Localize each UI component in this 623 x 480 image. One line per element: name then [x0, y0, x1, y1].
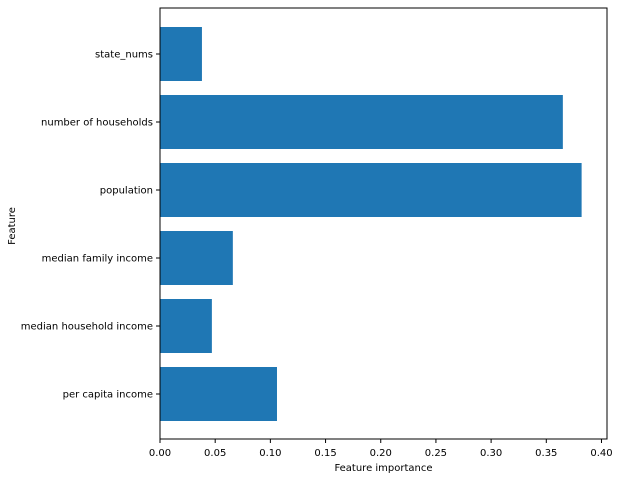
plot-frame: [159, 7, 608, 440]
y-tick-label: number of households: [41, 118, 153, 129]
x-tick-label: 0.05: [204, 448, 226, 459]
x-tick-label: 0.40: [590, 448, 612, 459]
y-tick-label: state_nums: [95, 50, 153, 61]
bar-population: [160, 163, 582, 217]
bar-state-nums: [160, 27, 202, 81]
bar-median-household-income: [160, 299, 212, 353]
bars-group: [160, 27, 582, 421]
bar-number-of-households: [160, 95, 563, 149]
y-tick-label: per capita income: [63, 390, 153, 401]
x-ticks-group: 0.00 0.05 0.10 0.15 0.20 0.25 0.30 0.35 0.40: [149, 439, 613, 459]
x-tick-label: 0.30: [480, 448, 502, 459]
x-axis-title: Feature importance: [334, 463, 432, 474]
x-tick-label: 0.15: [314, 448, 336, 459]
x-tick-label: 0.00: [149, 448, 171, 459]
x-tick-label: 0.35: [535, 448, 557, 459]
bar-median-family-income: [160, 231, 233, 285]
x-tick-label: 0.20: [370, 448, 392, 459]
y-tick-label: median family income: [42, 254, 153, 265]
y-tick-label: median household income: [21, 322, 153, 333]
x-tick-label: 0.10: [259, 448, 281, 459]
y-axis-title: Feature: [7, 207, 18, 245]
y-tick-label: population: [100, 186, 153, 197]
x-tick-label: 0.25: [425, 448, 447, 459]
bar-per-capita-income: [160, 367, 277, 421]
